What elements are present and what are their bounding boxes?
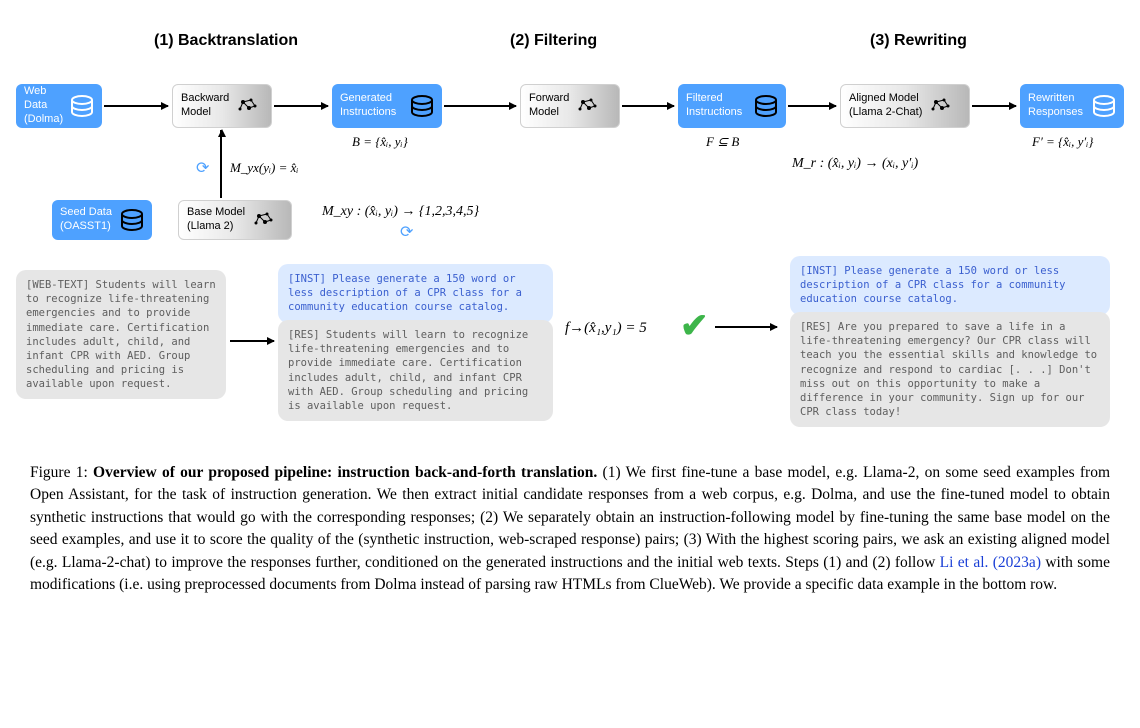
node-base-model: Base Model (Llama 2) bbox=[178, 200, 292, 240]
node-filtered-instr: Filtered Instructions bbox=[678, 84, 786, 128]
rotate-icon: ⟳ bbox=[196, 158, 209, 178]
web-data-l1: Web Data bbox=[24, 85, 70, 113]
aligned-model-label: Aligned Model (Llama 2-Chat) bbox=[849, 92, 922, 120]
arrow-icon bbox=[972, 105, 1016, 107]
arrow-icon bbox=[622, 105, 674, 107]
base-model-label: Base Model (Llama 2) bbox=[187, 206, 245, 234]
arrow-icon bbox=[788, 105, 836, 107]
database-icon bbox=[1092, 95, 1116, 117]
filtered-l2: Instructions bbox=[686, 106, 742, 120]
generated-l1: Generated bbox=[340, 92, 396, 106]
arrow-icon bbox=[230, 340, 274, 342]
generated-l2: Instructions bbox=[340, 106, 396, 120]
formula-f-subset: F ⊆ B bbox=[706, 134, 739, 150]
arrow-icon bbox=[444, 105, 516, 107]
model-icon bbox=[928, 94, 952, 119]
check-icon: ✔ bbox=[680, 306, 709, 346]
database-icon bbox=[70, 95, 94, 117]
formula-fscore: f→(x̂₁,y₁) = 5 bbox=[565, 320, 647, 337]
database-icon bbox=[120, 209, 144, 231]
model-icon bbox=[575, 94, 599, 119]
stage1-title: (1) Backtranslation bbox=[154, 32, 298, 50]
database-icon bbox=[754, 95, 778, 117]
filtered-l1: Filtered bbox=[686, 92, 742, 106]
node-seed-data: Seed Data (OASST1) bbox=[52, 200, 152, 240]
figure-title: Overview of our proposed pipeline: instr… bbox=[93, 464, 597, 481]
bubble-inst1: [INST] Please generate a 150 word or les… bbox=[278, 264, 553, 323]
arrow-icon bbox=[274, 105, 328, 107]
formula-mr: M_r : (x̂ᵢ, yᵢ) → (xᵢ, y′ᵢ) bbox=[792, 156, 918, 172]
figure-caption: Figure 1: Overview of our proposed pipel… bbox=[30, 462, 1110, 597]
node-generated-instr: Generated Instructions bbox=[332, 84, 442, 128]
node-aligned-model: Aligned Model (Llama 2-Chat) bbox=[840, 84, 970, 128]
forward-model-label: Forward Model bbox=[529, 92, 569, 120]
formula-f-prime: F′ = {x̂ᵢ, y′ᵢ} bbox=[1032, 134, 1093, 150]
backward-model-label: Backward Model bbox=[181, 92, 229, 120]
model-icon bbox=[235, 94, 259, 119]
node-backward-model: Backward Model bbox=[172, 84, 272, 128]
rewritten-l1: Rewritten bbox=[1028, 92, 1083, 106]
database-icon bbox=[410, 95, 434, 117]
seed-l1: Seed Data bbox=[60, 206, 112, 220]
node-rewritten-resp: Rewritten Responses bbox=[1020, 84, 1124, 128]
formula-b-set: B = {x̂ᵢ, yᵢ} bbox=[352, 134, 408, 150]
bubble-web-text: [WEB-TEXT] Students will learn to recogn… bbox=[16, 270, 226, 399]
bubble-res2: [RES] Are you prepared to save a life in… bbox=[790, 312, 1110, 427]
rewritten-l2: Responses bbox=[1028, 106, 1083, 120]
arrow-icon bbox=[715, 326, 777, 328]
stage3-title: (3) Rewriting bbox=[870, 32, 967, 50]
bubble-res1: [RES] Students will learn to recognize l… bbox=[278, 320, 553, 421]
web-data-l2: (Dolma) bbox=[24, 113, 70, 127]
arrow-up-icon bbox=[220, 130, 222, 198]
arrow-icon bbox=[104, 105, 168, 107]
seed-l2: (OASST1) bbox=[60, 220, 112, 234]
rotate-icon: ⟳ bbox=[400, 222, 413, 242]
node-forward-model: Forward Model bbox=[520, 84, 620, 128]
node-web-data: Web Data (Dolma) bbox=[16, 84, 102, 128]
pipeline-diagram: (1) Backtranslation (2) Filtering (3) Re… bbox=[0, 0, 1140, 440]
stage2-title: (2) Filtering bbox=[510, 32, 597, 50]
model-icon bbox=[251, 208, 275, 233]
formula-mxy: M_xy : (x̂ᵢ, yᵢ) → {1,2,3,4,5} bbox=[322, 204, 479, 220]
formula-myx: M_yx(yᵢ) = x̂ᵢ bbox=[230, 160, 298, 176]
citation-link[interactable]: Li et al. (2023a) bbox=[940, 554, 1041, 571]
figure-number: Figure 1: bbox=[30, 464, 88, 481]
bubble-inst2: [INST] Please generate a 150 word or les… bbox=[790, 256, 1110, 315]
